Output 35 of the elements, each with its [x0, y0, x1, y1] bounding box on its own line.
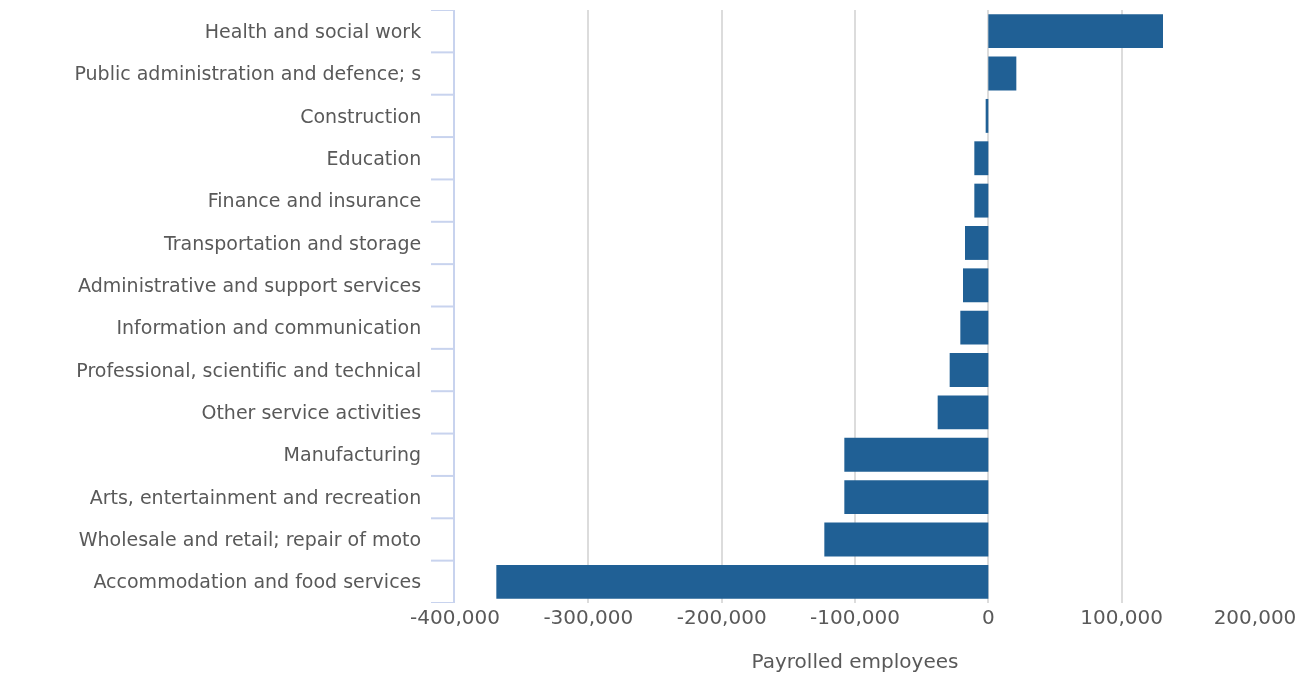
- y-tick-label: Health and social work: [204, 19, 422, 42]
- y-tick-label: Finance and insurance: [207, 189, 422, 212]
- y-tick-label: Education: [326, 146, 422, 169]
- bar: [960, 310, 989, 345]
- x-tick-label: 200,000: [1213, 605, 1297, 629]
- bar: [824, 522, 989, 557]
- bar: [844, 480, 989, 515]
- y-tick-label: Information and communication: [116, 316, 422, 339]
- x-tick-label: -300,000: [543, 605, 634, 629]
- x-tick-label: -200,000: [676, 605, 767, 629]
- x-tick-label: 100,000: [1080, 605, 1164, 629]
- x-tick-label: 0: [981, 605, 995, 629]
- bar: [496, 564, 989, 599]
- y-tick-label: Transportation and storage: [163, 231, 422, 254]
- bar: [844, 437, 989, 472]
- bar: [937, 395, 989, 430]
- y-tick-label: Wholesale and retail; repair of moto: [78, 528, 422, 551]
- y-tick-label: Administrative and support services: [78, 273, 422, 296]
- y-tick-label: Construction: [300, 104, 422, 127]
- y-tick-label: Other service activities: [201, 401, 422, 424]
- bar: [974, 141, 989, 176]
- y-tick-label: Accommodation and food services: [93, 570, 422, 593]
- y-tick-label: Arts, entertainment and recreation: [89, 485, 422, 508]
- bar: [974, 183, 989, 218]
- bar: [988, 14, 1163, 49]
- x-axis-title: Payrolled employees: [751, 648, 959, 673]
- y-tick-label: Public administration and defence; s: [74, 62, 422, 85]
- bar: [988, 56, 1017, 91]
- x-tick-label: -400,000: [410, 605, 500, 629]
- bar: [963, 268, 989, 303]
- y-tick-label: Manufacturing: [283, 443, 422, 466]
- y-tick-label: Professional, scientific and technical: [76, 358, 422, 381]
- bar: [949, 353, 989, 387]
- bar: [965, 226, 989, 260]
- x-tick-label: -100,000: [810, 605, 900, 629]
